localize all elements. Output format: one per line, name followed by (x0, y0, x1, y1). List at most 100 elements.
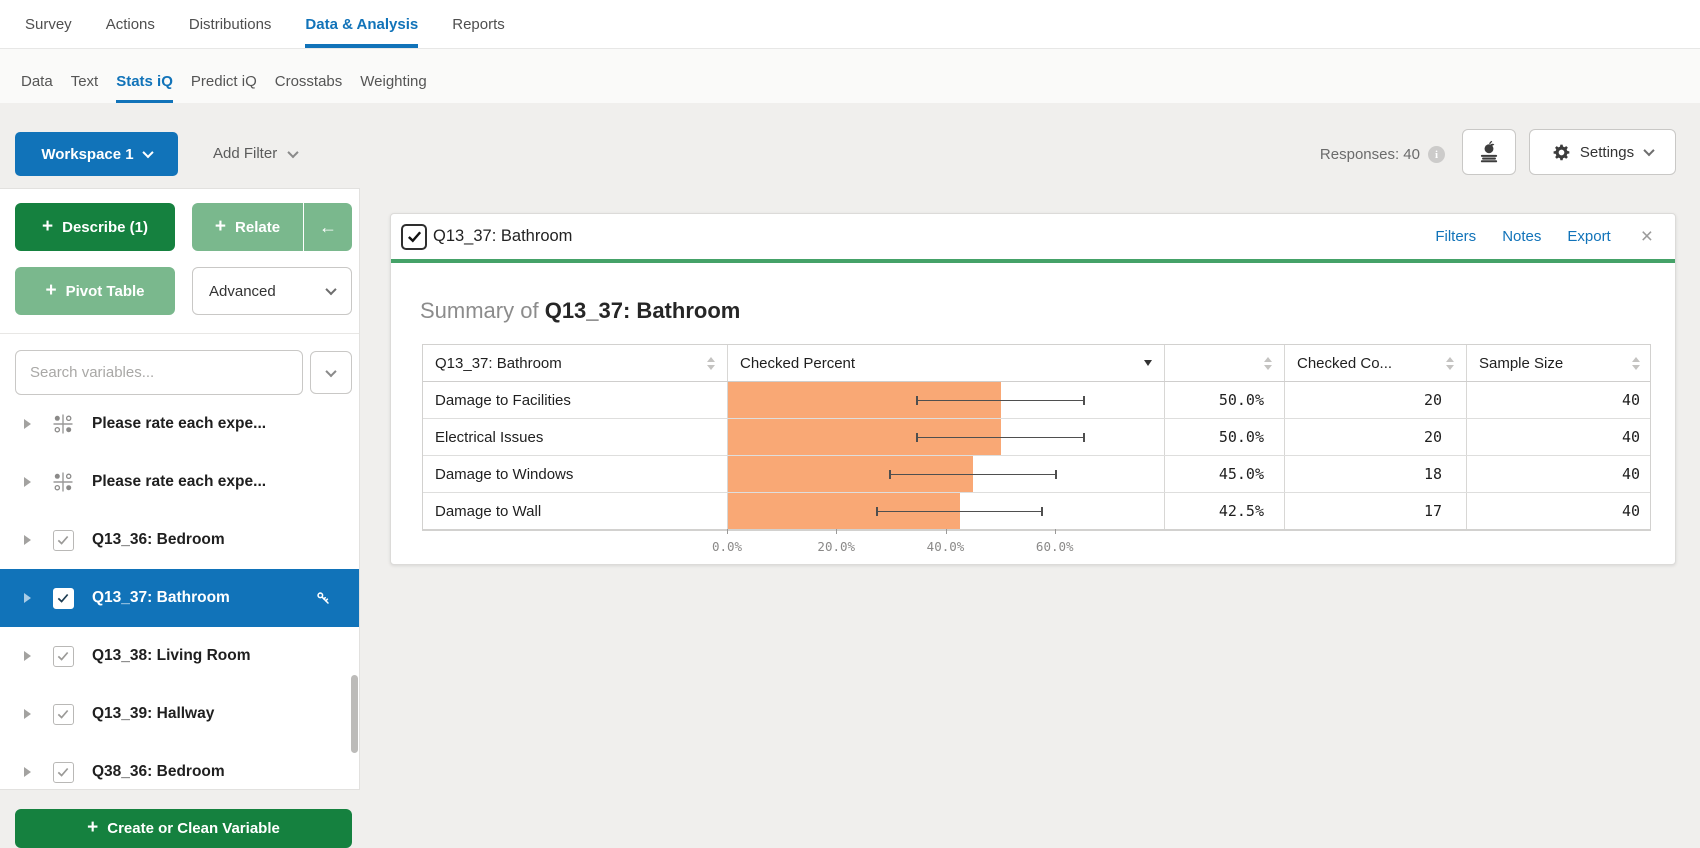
pivot-label: Pivot Table (65, 282, 145, 300)
subtab-text[interactable]: Text (70, 72, 99, 90)
tab-survey[interactable]: Survey (25, 15, 72, 33)
variables-sidebar: + Describe (1) + Relate ← + Pivot Table … (0, 188, 360, 790)
tab-data-analysis[interactable]: Data & Analysis (305, 0, 419, 48)
sort-icon[interactable] (1632, 356, 1640, 370)
bar-cell (728, 456, 1165, 492)
workspace-button[interactable]: Workspace 1 (15, 132, 178, 176)
expand-triangle-icon[interactable] (24, 767, 31, 777)
category-label: Damage to Facilities (423, 382, 728, 418)
card-checkbox[interactable] (401, 223, 427, 250)
variable-checkbox[interactable] (52, 703, 74, 725)
variable-list-item[interactable]: Q13_36: Bedroom (0, 511, 359, 569)
expand-triangle-icon[interactable] (24, 651, 31, 661)
tab-actions[interactable]: Actions (105, 15, 155, 33)
expand-triangle-icon[interactable] (24, 535, 31, 545)
sample-size-value: 40 (1621, 465, 1640, 483)
variable-list-item[interactable]: Please rate each expe... (0, 453, 359, 511)
card-header: Q13_37: Bathroom Filters Notes Export × (391, 214, 1675, 259)
table-row: Damage to Windows 45.0% 18 40 (423, 456, 1650, 493)
subtab-predict-iq[interactable]: Predict iQ (190, 72, 257, 90)
create-variable-button[interactable]: + Create or Clean Variable (15, 809, 352, 848)
card-accent-bar (391, 259, 1675, 263)
x-axis: 0.0% 20.0% 40.0% 60.0% (712, 529, 1164, 565)
variable-list-item[interactable]: Q38_36: Bedroom (0, 743, 359, 791)
variable-list-item[interactable]: Please rate each expe... (0, 395, 359, 453)
filters-link[interactable]: Filters (1435, 228, 1477, 245)
notes-link[interactable]: Notes (1502, 228, 1542, 245)
create-variable-label: Create or Clean Variable (107, 820, 280, 837)
checked-count-value: 18 (1285, 456, 1467, 492)
variable-checkbox[interactable] (52, 761, 74, 783)
tab-distributions[interactable]: Distributions (188, 15, 272, 33)
describe-button[interactable]: + Describe (1) (15, 203, 175, 251)
variable-list-item[interactable]: Q13_38: Living Room (0, 627, 359, 685)
column-header-percent-value[interactable] (1165, 345, 1285, 381)
column-header-checked-count[interactable]: Checked Co... (1285, 345, 1467, 381)
plus-icon: + (42, 215, 54, 237)
x-axis-tick (945, 529, 947, 534)
x-axis-tick-label: 40.0% (926, 539, 965, 554)
variable-checkbox[interactable] (52, 529, 74, 551)
chevron-down-icon (141, 146, 154, 159)
close-icon[interactable]: × (1640, 225, 1653, 248)
checked-count-value: 20 (1285, 382, 1467, 418)
column-dropdown-caret-icon[interactable] (1144, 360, 1152, 366)
collapse-panel-button[interactable]: ← (304, 203, 352, 251)
export-link[interactable]: Export (1567, 228, 1611, 245)
variable-label: Please rate each expe... (92, 473, 267, 490)
advanced-label: Advanced (209, 282, 276, 300)
x-axis-tick (836, 529, 838, 534)
subtab-crosstabs[interactable]: Crosstabs (274, 72, 343, 90)
expand-triangle-icon[interactable] (24, 477, 31, 487)
variable-list-item[interactable]: Q13_39: Hallway (0, 685, 359, 743)
chevron-down-icon (325, 283, 337, 296)
category-label: Electrical Issues (423, 419, 728, 455)
expand-triangle-icon[interactable] (24, 419, 31, 429)
x-axis-tick (1054, 529, 1056, 534)
column-header-variable[interactable]: Q13_37: Bathroom (423, 345, 728, 381)
variable-list-item[interactable]: Q13_37: Bathroom (0, 569, 359, 627)
scrollbar-thumb[interactable] (351, 675, 358, 753)
variable-label: Please rate each expe... (92, 415, 267, 432)
variable-list: Please rate each expe... (0, 395, 359, 791)
checked-count-value: 20 (1285, 419, 1467, 455)
column-header-checked-percent[interactable]: Checked Percent (728, 345, 1165, 381)
settings-button[interactable]: Settings (1529, 129, 1676, 175)
variable-checkbox[interactable] (52, 645, 74, 667)
relate-button[interactable]: + Relate (192, 203, 303, 251)
summary-heading: Summary of Q13_37: Bathroom (420, 298, 740, 324)
search-options-button[interactable] (310, 351, 352, 394)
add-filter-label: Add Filter (213, 145, 278, 162)
main-nav: Survey Actions Distributions Data & Anal… (0, 0, 1700, 49)
subtab-weighting[interactable]: Weighting (360, 72, 427, 90)
summary-prefix: Summary of (420, 298, 545, 323)
learning-library-button[interactable] (1462, 129, 1516, 175)
card-title: Q13_37: Bathroom (433, 227, 573, 245)
info-icon[interactable]: i (1428, 146, 1445, 163)
summary-table-body: Damage to Facilities 50.0% 20 40 Electri… (423, 382, 1650, 530)
sample-size-value: 40 (1621, 428, 1640, 446)
add-filter-button[interactable]: Add Filter (213, 145, 299, 162)
sort-icon[interactable] (1446, 356, 1454, 370)
expand-triangle-icon[interactable] (24, 709, 31, 719)
column-header-sample-size[interactable]: Sample Size (1467, 345, 1652, 381)
advanced-dropdown[interactable]: Advanced (192, 267, 352, 315)
plus-icon: + (87, 817, 99, 838)
relate-label: Relate (235, 218, 281, 236)
sort-icon[interactable] (1264, 356, 1272, 370)
expand-triangle-icon[interactable] (24, 593, 31, 603)
sort-icon[interactable] (707, 356, 715, 370)
subtab-data[interactable]: Data (21, 72, 53, 90)
search-input[interactable] (15, 350, 303, 395)
tab-reports[interactable]: Reports (452, 15, 505, 33)
confidence-interval (889, 470, 1058, 479)
sub-nav: Data Text Stats iQ Predict iQ Crosstabs … (0, 49, 1700, 103)
variable-checkbox[interactable] (52, 587, 74, 609)
table-row: Damage to Wall 42.5% 17 40 (423, 493, 1650, 530)
pivot-table-button[interactable]: + Pivot Table (15, 267, 175, 315)
subtab-stats-iq[interactable]: Stats iQ (116, 49, 173, 103)
describe-label: Describe (1) (62, 218, 148, 236)
apple-book-icon (1476, 139, 1502, 165)
checked-percent-value: 50.0% (1165, 382, 1285, 418)
variable-label: Q38_36: Bedroom (92, 763, 225, 780)
